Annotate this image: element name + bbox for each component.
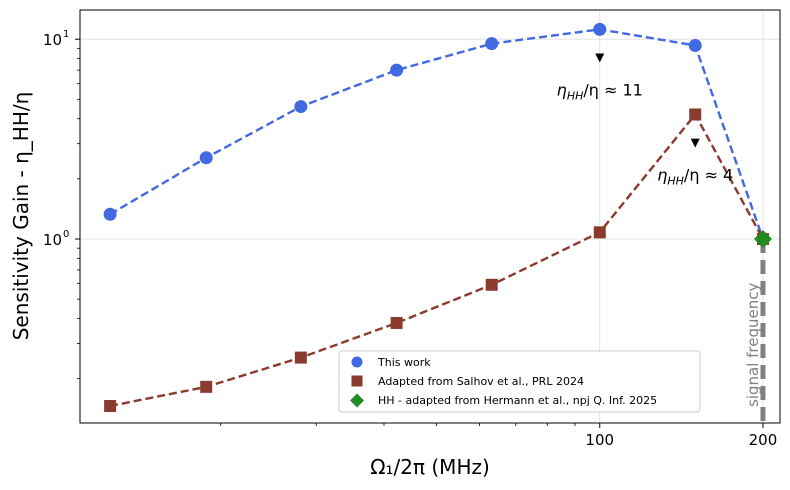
data-point-circle: [688, 38, 702, 52]
legend-box: [338, 350, 701, 413]
data-point-square: [689, 108, 702, 121]
annotation-layer: ηHH/η ≈ 11 ηHH/η ≈ 4: [557, 53, 733, 188]
series-2: [753, 230, 772, 249]
data-point-circle: [593, 22, 607, 36]
data-point-circle: [199, 151, 213, 165]
series-layer: [103, 22, 772, 412]
legend-circle-marker: [351, 356, 363, 368]
data-point-circle: [103, 207, 117, 221]
y-tick-label: 10: [43, 31, 62, 49]
data-point-square: [104, 399, 117, 412]
annotation-arrow: [690, 138, 700, 148]
legend-label-salhov: Adapted from Salhov et al., PRL 2024: [378, 375, 584, 388]
data-point-circle: [485, 37, 499, 51]
data-point-square: [485, 278, 498, 291]
series-0: [103, 22, 770, 246]
legend-square-marker: [351, 375, 363, 387]
signal-frequency-layer: signal frequency: [744, 239, 766, 423]
annotation-label: ηHH/η ≈ 11: [557, 81, 643, 103]
y-axis-label: Sensitivity Gain - η_HH/η: [9, 92, 33, 341]
legend: This work Adapted from Salhov et al., PR…: [338, 350, 701, 413]
legend-diamond-marker: [350, 393, 364, 408]
y-tick-exponent: 0: [63, 229, 69, 240]
y-tick-exponent: 1: [63, 29, 69, 40]
legend-label-hermann: HH - adapted from Hermann et al., npj Q.…: [378, 394, 657, 407]
data-point-square: [390, 316, 403, 329]
data-point-diamond: [753, 230, 772, 249]
signal-frequency-label: signal frequency: [744, 283, 762, 407]
data-point-circle: [390, 63, 404, 77]
series-1: [104, 108, 769, 412]
x-tick-label: 100: [585, 431, 614, 449]
series-line: [109, 28, 765, 240]
series-line: [109, 112, 765, 408]
plot-frame: [79, 9, 781, 424]
annotation-arrow: [595, 53, 605, 63]
y-tick-label: 10: [43, 231, 62, 249]
x-tick-label: 200: [749, 431, 778, 449]
x-axis-label: Ω₁/2π (MHz): [370, 455, 490, 479]
data-point-circle: [294, 100, 308, 114]
annotation-label: ηHH/η ≈ 4: [657, 166, 733, 188]
data-point-square: [200, 380, 213, 393]
legend-label-this-work: This work: [377, 356, 431, 369]
data-point-square: [294, 351, 307, 364]
data-point-square: [593, 226, 606, 239]
